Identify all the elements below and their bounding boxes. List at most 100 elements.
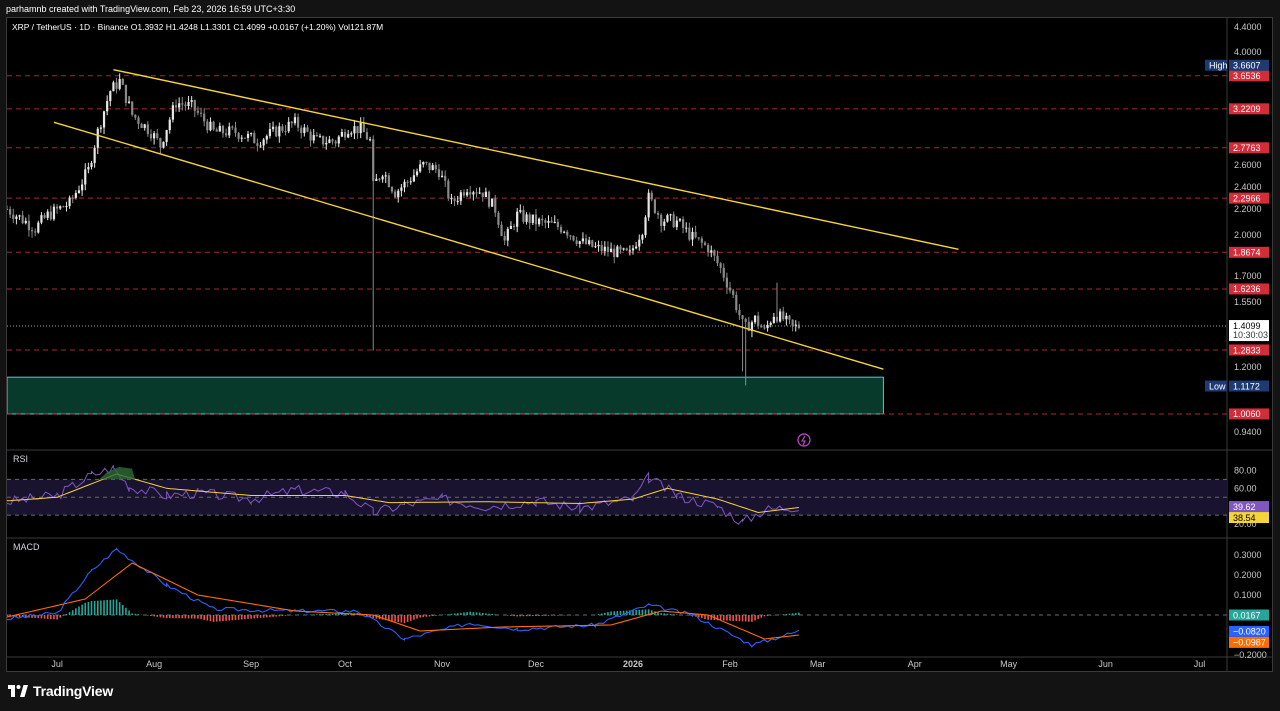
legend-high: H1.4248	[166, 22, 201, 32]
macd-signal-value-label-bg	[1229, 636, 1269, 648]
candle-body	[656, 212, 660, 215]
candle-body	[500, 224, 503, 237]
macd-signal-line	[7, 562, 799, 640]
candle-body	[403, 181, 406, 188]
tradingview-logo-icon	[8, 685, 28, 697]
candle-body	[594, 246, 597, 248]
candle-body	[544, 220, 547, 223]
chart-frame[interactable]: RSI MACD 4.4000 4.0000 2.6000 2.4000 2.2000 2…	[6, 17, 1273, 672]
candle-body	[187, 101, 190, 106]
candle-body	[681, 219, 685, 228]
candle-body	[343, 132, 347, 138]
candle-body	[372, 139, 375, 181]
candle-body	[174, 105, 178, 108]
candle-body	[259, 145, 262, 147]
candle-body	[772, 316, 775, 323]
candle-body	[171, 105, 174, 120]
candle-body	[68, 197, 71, 207]
candle-body	[425, 162, 428, 164]
candle-body	[306, 127, 309, 132]
candle-body	[37, 222, 40, 233]
candle-body	[572, 235, 575, 241]
level-price-label: 1.2833	[1233, 345, 1261, 355]
legend-volume: Vol121.87M	[338, 22, 383, 32]
candle-body	[312, 134, 315, 141]
time-tick-label: May	[1000, 659, 1018, 669]
candle-body	[309, 131, 312, 141]
candle-body	[710, 250, 713, 253]
macd-tick-label: 0.1000	[1234, 590, 1262, 600]
candle-body	[716, 255, 719, 264]
candle-body	[650, 192, 653, 200]
candle-body	[262, 139, 265, 146]
candle-body	[328, 139, 331, 143]
candle-body	[735, 294, 738, 311]
candle-body	[7, 209, 9, 210]
current-price-label: 1.4099	[1233, 321, 1261, 331]
candle-body	[231, 126, 234, 128]
time-tick-label: Aug	[146, 659, 162, 669]
candle-body	[265, 135, 268, 140]
candle-body	[124, 84, 128, 103]
candle-body	[685, 227, 688, 229]
candle-body	[109, 91, 112, 102]
candle-body	[390, 187, 394, 192]
candle-body	[365, 132, 369, 140]
candle-body	[212, 121, 215, 130]
candle-body	[669, 214, 672, 216]
candle-body	[409, 181, 412, 183]
macd-tick-label: −0.2000	[1234, 650, 1267, 660]
candle-body	[62, 206, 65, 208]
candle-body	[106, 101, 109, 112]
candle-body	[766, 324, 769, 329]
price-tick-label: 2.6000	[1234, 160, 1262, 170]
candle-body	[738, 310, 741, 316]
candle-body	[419, 164, 422, 172]
candle-body	[387, 175, 390, 188]
rsi-tick-label: 60.00	[1234, 483, 1257, 493]
candle-body	[547, 220, 550, 223]
candle-body	[775, 316, 779, 322]
candle-body	[581, 238, 585, 242]
candle-body	[475, 192, 478, 194]
candle-body	[437, 169, 441, 178]
time-tick-label: Oct	[338, 659, 353, 669]
candle-body	[384, 175, 387, 177]
candle-body	[591, 240, 594, 247]
candle-body	[268, 129, 272, 136]
candle-body	[49, 211, 52, 220]
low-marker-value-bg	[1229, 380, 1269, 392]
candle-body	[522, 210, 525, 222]
candle-body	[534, 214, 538, 225]
rsi-value-label-bg	[1229, 501, 1269, 513]
candle-body	[750, 322, 754, 332]
candle-body	[566, 231, 569, 236]
candle-body	[769, 322, 772, 325]
candle-body	[278, 126, 281, 137]
candle-body	[356, 126, 359, 134]
legend-change: +0.0167 (+1.20%)	[268, 22, 338, 32]
candle-body	[209, 121, 212, 131]
candle-body	[779, 311, 782, 322]
candle-body	[275, 126, 278, 137]
candle-body	[193, 100, 196, 111]
low-marker-label: Low	[1209, 381, 1226, 391]
candle-body	[353, 126, 356, 134]
candle-body	[444, 175, 447, 181]
candle-body	[688, 227, 691, 240]
candle-body	[149, 134, 153, 139]
candle-body	[431, 165, 434, 171]
tradingview-logo[interactable]: TradingView	[8, 683, 113, 699]
candle-body	[459, 192, 462, 201]
chart-canvas[interactable]: RSI MACD 4.40004.00002.60002.40002.20002…	[7, 18, 1272, 671]
candle-body	[347, 134, 350, 138]
rsi-overbought-fill	[99, 466, 135, 480]
candle-body	[184, 104, 187, 106]
candle-body	[146, 124, 149, 135]
candle-body	[616, 246, 619, 258]
time-tick-label: 2026	[623, 659, 643, 669]
price-tick-label: 4.0000	[1234, 47, 1262, 57]
candle-body	[559, 227, 563, 233]
rsi-label: RSI	[13, 454, 28, 464]
level-price-label: 1.0060	[1233, 409, 1261, 419]
